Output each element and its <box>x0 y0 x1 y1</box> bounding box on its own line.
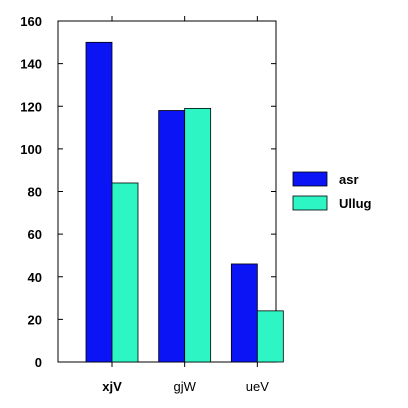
y-tick-label: 140 <box>20 57 42 72</box>
y-tick-label: 160 <box>20 14 42 29</box>
legend-label-ullug[interactable]: Ullug <box>339 196 372 211</box>
x-axis: xjV gjW ueV <box>102 16 269 394</box>
bar-asr-gjw <box>158 110 186 363</box>
y-tick-label: 80 <box>28 185 42 200</box>
legend-swatch-asr[interactable] <box>292 171 328 187</box>
bar-ullug-xjv <box>111 182 139 363</box>
bar-asr-uev <box>230 263 258 363</box>
bar-asr-xjv <box>85 41 113 363</box>
legend[interactable]: asr Ullug <box>292 171 372 211</box>
legend-label-asr[interactable]: asr <box>339 172 359 187</box>
bar-ullug-uev <box>256 310 284 363</box>
y-tick-label: 100 <box>20 142 42 157</box>
y-tick-label: 0 <box>35 355 42 370</box>
bar-ullug-gjw <box>184 107 212 363</box>
y-tick-label: 20 <box>28 312 42 327</box>
y-axis: 0 20 40 60 80 100 120 140 160 <box>20 14 276 370</box>
x-tick-label: ueV <box>246 379 269 394</box>
legend-swatch-ullug[interactable] <box>292 195 328 211</box>
bars <box>85 41 284 363</box>
x-tick-label: gjW <box>173 379 196 394</box>
y-tick-label: 120 <box>20 99 42 114</box>
y-tick-label: 40 <box>28 270 42 285</box>
x-tick-label: xjV <box>102 379 122 394</box>
y-tick-label: 60 <box>28 227 42 242</box>
